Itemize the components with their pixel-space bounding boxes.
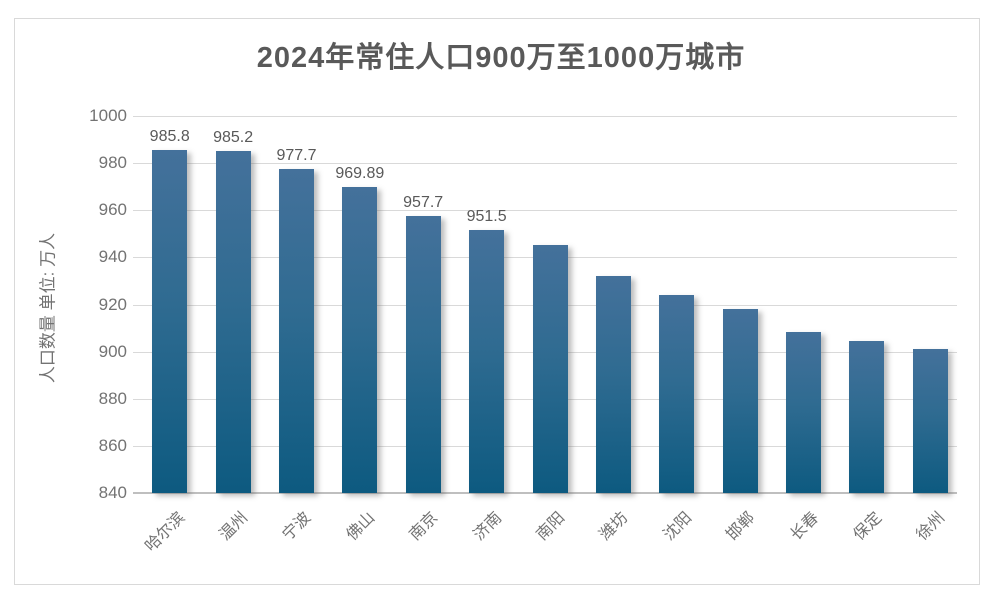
bar-沈阳: [659, 294, 695, 493]
bar-value-label-宁波: 977.7: [276, 146, 317, 164]
y-tick-label-960: 960: [98, 200, 127, 220]
y-tick-label-1000: 1000: [89, 106, 127, 125]
bar-邯郸: [722, 308, 758, 493]
gridline-1000: [133, 116, 957, 117]
bar-value-label-哈尔滨: 985.8: [149, 127, 190, 145]
gridline-960: [133, 210, 957, 212]
bar-value-label-佛山: 969.89: [335, 164, 385, 182]
bar-温州: [215, 150, 251, 493]
y-tick-label-940: 940: [98, 247, 127, 267]
bar-保定: [849, 341, 885, 493]
bar-徐州: [912, 349, 948, 493]
bar-佛山: [342, 186, 378, 493]
bar-value-label-温州: 985.2: [213, 128, 254, 146]
y-tick-label-860: 860: [98, 435, 127, 455]
bar-潍坊: [595, 276, 631, 493]
y-tick-label-880: 880: [98, 388, 127, 408]
y-tick-label-900: 900: [98, 341, 127, 361]
y-tick-label-980: 980: [98, 153, 127, 173]
bar-value-label-济南: 951.5: [466, 208, 507, 226]
bar-宁波: [279, 168, 314, 493]
chart-title: 2024年常住人口900万至1000万城市: [256, 42, 746, 74]
gridline-980: [133, 163, 957, 165]
bar-长春: [786, 331, 821, 493]
y-tick-label-840: 840: [98, 483, 127, 502]
x-axis-line: [133, 492, 957, 494]
plot-area: 985.8 985.2 977.7 969.89 957.7 951.5: [133, 116, 957, 494]
y-tick-label-920: 920: [98, 294, 127, 314]
bar-济南: [469, 230, 505, 493]
bar-南阳: [532, 244, 568, 493]
bar-南京: [405, 215, 441, 493]
bar-value-label-南京: 957.7: [403, 193, 444, 211]
bar-哈尔滨: [152, 149, 188, 493]
